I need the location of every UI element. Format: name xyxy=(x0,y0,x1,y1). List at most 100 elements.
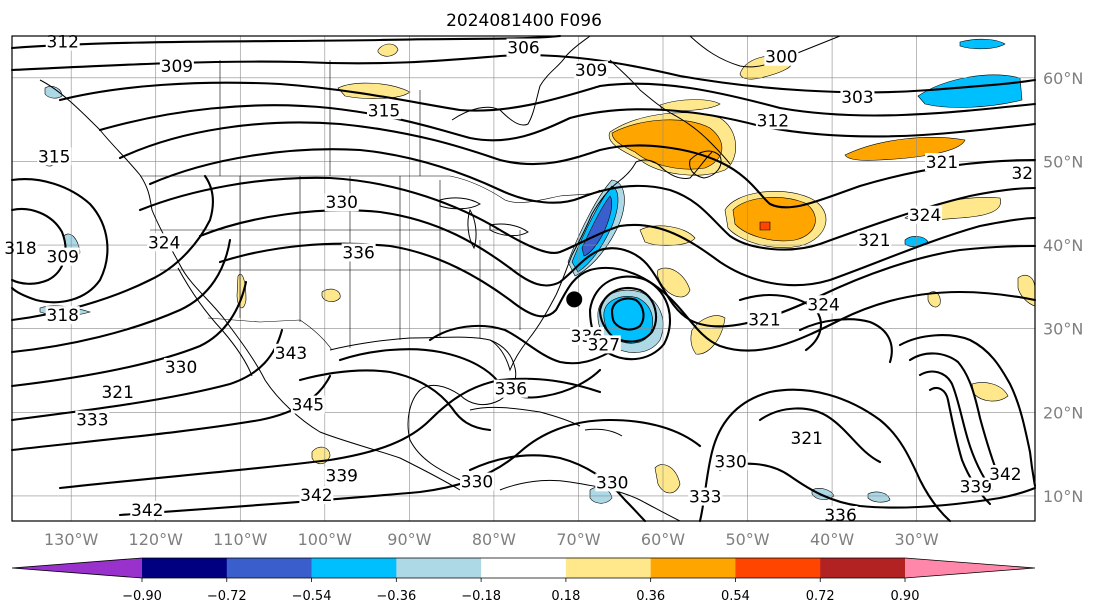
contour-label: 336 xyxy=(342,243,374,263)
contour-line xyxy=(468,454,647,523)
longitude-label: 50°W xyxy=(725,530,769,549)
contour-label-background xyxy=(37,147,72,166)
shade-yellow-bermuda xyxy=(690,315,726,355)
map-frame xyxy=(11,35,1036,522)
contour-line xyxy=(298,369,492,432)
contour-label-background xyxy=(45,32,80,51)
shade-orangered-spot xyxy=(759,221,771,231)
contour-label: 324 xyxy=(807,295,839,315)
colorbar-segment xyxy=(735,558,821,578)
colorbar-tick-label: −0.36 xyxy=(376,589,416,604)
contour-label-background xyxy=(595,473,630,492)
contour-line xyxy=(118,121,1037,209)
contour-label-background xyxy=(925,153,959,172)
shade-yellow-atlantic-small xyxy=(927,291,941,308)
contour-line xyxy=(610,297,645,331)
colorbar-segment xyxy=(142,558,228,578)
contour-label: 318 xyxy=(47,306,79,326)
longitude-label: 110°W xyxy=(213,530,268,549)
contour-label-background xyxy=(1010,163,1035,182)
contour-label-background xyxy=(747,310,782,329)
contour-label: 306 xyxy=(507,39,539,59)
contour-line xyxy=(148,148,1037,251)
storm-center-marker xyxy=(566,291,583,308)
contour-line xyxy=(98,104,1037,142)
colorbar-segment xyxy=(226,558,313,578)
contour-label: 312 xyxy=(47,33,79,53)
contour-label: 321 xyxy=(926,153,958,173)
longitude-label: 130°W xyxy=(44,530,99,549)
colorbar-segment xyxy=(565,558,652,578)
contour-line xyxy=(718,462,1037,509)
contour-label-background xyxy=(130,500,165,519)
contour-label: 330 xyxy=(165,358,197,378)
contour-label-background xyxy=(764,47,799,66)
contour-label: 324 xyxy=(148,233,180,253)
contour-label: 300 xyxy=(765,48,797,68)
colorbar-tick-label: 0.54 xyxy=(721,589,750,604)
border-us-canada xyxy=(140,175,601,203)
contour-label-background xyxy=(908,205,943,224)
contour-label: 339 xyxy=(326,467,358,487)
contour-line xyxy=(428,324,612,365)
shade-blue-atlantic-south-2 xyxy=(867,491,891,503)
coast-labrador xyxy=(609,59,731,165)
contour-label-background xyxy=(755,111,790,130)
contour-line xyxy=(10,328,284,422)
contour-label-background xyxy=(806,295,841,314)
contour-label-background xyxy=(460,472,494,491)
contour-label-background xyxy=(290,395,325,414)
contour-label-background xyxy=(147,233,182,252)
contour-label-background xyxy=(159,56,194,75)
contour-line xyxy=(118,418,702,517)
contour-label: 309 xyxy=(161,57,193,77)
contour-label: 330 xyxy=(714,452,746,472)
longitude-label: 70°W xyxy=(556,530,600,549)
coast-great-lakes-east xyxy=(489,223,529,237)
colorbar-segment xyxy=(396,558,482,578)
contour-label-background xyxy=(299,485,334,504)
contour-label-background xyxy=(574,61,609,80)
longitude-label: 100°W xyxy=(298,530,353,549)
colorbar-segment xyxy=(650,558,736,578)
shade-orange-mid-atlantic xyxy=(732,197,816,242)
colorbar-tick-label: −0.54 xyxy=(292,589,332,604)
political-borders xyxy=(140,60,601,351)
longitude-label: 30°W xyxy=(895,530,939,549)
shade-blue-northeast xyxy=(917,74,1023,108)
colorbar-segment xyxy=(311,558,397,578)
colorbar-tick-label: −0.90 xyxy=(122,589,162,604)
contour-label-background xyxy=(586,335,621,354)
contour-label: 315 xyxy=(368,101,400,121)
contour-label-background xyxy=(958,477,993,496)
contour-label: 330 xyxy=(596,473,628,493)
contour-label-background xyxy=(857,230,892,249)
colorbar-tick-label: 0.36 xyxy=(636,589,665,604)
contour-label: 345 xyxy=(292,396,324,416)
contour-line xyxy=(338,348,602,399)
contour-line xyxy=(10,178,109,304)
contour-label-background xyxy=(75,410,110,429)
contour-label-background xyxy=(45,247,80,266)
contour-label: 342 xyxy=(300,486,332,506)
contour-line xyxy=(598,287,657,343)
colorbar-segment xyxy=(905,558,1035,578)
latitude-label: 50°N xyxy=(1043,152,1083,171)
contour-line xyxy=(898,334,1037,488)
shade-yellow-canada xyxy=(377,43,399,57)
contour-label: 342 xyxy=(989,465,1021,485)
coast-hispaniola xyxy=(584,428,623,437)
longitude-labels: 130°W 120°W 110°W 100°W 90°W 80°W 70°W 60°W 50°W… xyxy=(44,530,939,549)
contour-line xyxy=(198,209,1037,328)
contour-label: 32 xyxy=(1011,164,1033,184)
contour-label: 336 xyxy=(495,380,527,400)
coast-florida xyxy=(489,294,557,372)
contour-line xyxy=(698,388,952,523)
contour-label: 330 xyxy=(461,473,493,493)
contour-line xyxy=(10,280,248,388)
latitude-label: 30°N xyxy=(1043,320,1083,339)
colorbar-segment xyxy=(820,558,906,578)
coast-lake-superior xyxy=(439,197,481,210)
contour-line xyxy=(10,238,232,354)
contour-label: 321 xyxy=(101,383,133,403)
